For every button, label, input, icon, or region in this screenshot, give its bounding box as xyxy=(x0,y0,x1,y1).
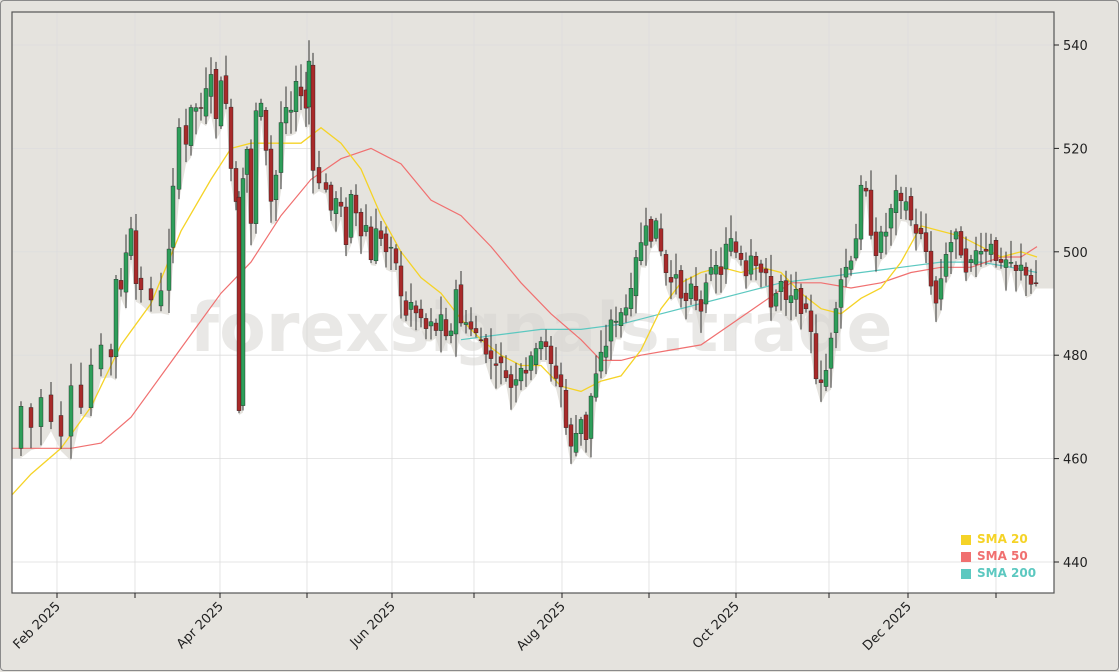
x-tick-label: Apr 2025 xyxy=(174,599,227,652)
legend-swatch-sma200 xyxy=(961,568,971,579)
legend-label-sma200: SMA 200 xyxy=(977,566,1037,580)
x-tick-label: Aug 2025 xyxy=(514,599,569,654)
x-tick-label: Dec 2025 xyxy=(860,599,915,654)
y-tick-label: 540 xyxy=(1063,39,1088,54)
price-envelope-band xyxy=(12,12,1054,466)
legend: SMA 20 SMA 50 SMA 200 xyxy=(961,531,1036,582)
candles xyxy=(18,40,1039,464)
legend-label-sma20: SMA 20 xyxy=(977,532,1028,546)
legend-swatch-sma50 xyxy=(961,551,971,562)
x-tick-label: Oct 2025 xyxy=(690,599,743,652)
legend-item-sma50: SMA 50 xyxy=(961,548,1036,565)
legend-label-sma50: SMA 50 xyxy=(977,549,1028,563)
y-axis: 440 460 480 500 520 540 xyxy=(1054,39,1088,571)
sma50-line xyxy=(12,147,1038,449)
legend-swatch-sma20 xyxy=(961,534,971,545)
sma200-line xyxy=(460,261,1038,341)
legend-item-sma200: SMA 200 xyxy=(961,565,1036,582)
y-tick-label: 500 xyxy=(1063,246,1088,261)
legend-item-sma20: SMA 20 xyxy=(961,531,1036,548)
y-tick-label: 520 xyxy=(1063,142,1088,157)
y-tick-label: 460 xyxy=(1063,453,1088,468)
y-tick-label: 480 xyxy=(1063,349,1088,364)
x-tick-label: Jun 2025 xyxy=(347,599,399,651)
x-tick-label: Feb 2025 xyxy=(11,599,64,652)
x-axis: Feb 2025 Apr 2025 Jun 2025 Aug 2025 Oct 2025… xyxy=(11,593,997,654)
plot-border xyxy=(11,11,1055,594)
y-tick-label: 440 xyxy=(1063,556,1088,571)
